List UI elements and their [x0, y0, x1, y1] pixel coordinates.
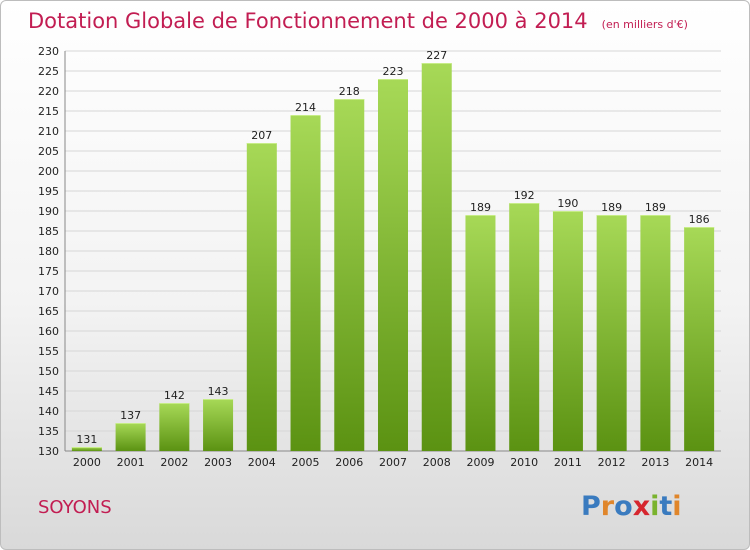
bar-2008: [421, 63, 452, 451]
bar-2004: [246, 143, 277, 451]
logo-letter: o: [614, 491, 633, 522]
bar-2011: [552, 211, 583, 451]
x-tick-label: 2008: [423, 456, 451, 469]
y-tick-label: 220: [38, 85, 59, 98]
value-label: 223: [383, 65, 404, 78]
bar-2014: [684, 227, 715, 451]
y-tick-label: 225: [38, 65, 59, 78]
logo-letter: r: [600, 491, 615, 522]
value-label: 227: [426, 49, 447, 62]
chart-title-text: Dotation Globale de Fonctionnement de 20…: [28, 9, 588, 33]
x-tick-label: 2000: [73, 456, 101, 469]
value-label: 131: [76, 433, 97, 446]
y-tick-label: 230: [38, 45, 59, 58]
logo-letter: t: [659, 491, 673, 522]
x-tick-label: 2010: [510, 456, 538, 469]
bar-2006: [334, 99, 365, 451]
logo-letter: i: [672, 491, 682, 522]
x-tick-label: 2002: [160, 456, 188, 469]
bar-2010: [509, 203, 540, 451]
logo-letter: x: [632, 491, 651, 522]
y-tick-label: 195: [38, 185, 59, 198]
x-tick-label: 2006: [335, 456, 363, 469]
y-tick-label: 150: [38, 365, 59, 378]
chart-title: Dotation Globale de Fonctionnement de 20…: [28, 9, 688, 33]
bar-2007: [378, 79, 408, 451]
y-tick-label: 145: [38, 385, 59, 398]
y-tick-label: 210: [38, 125, 59, 138]
bar-2003: [203, 399, 234, 451]
bar-2012: [596, 215, 627, 451]
x-tick-label: 2009: [466, 456, 494, 469]
value-label: 189: [601, 201, 622, 214]
x-tick-label: 2007: [379, 456, 407, 469]
value-label: 192: [514, 189, 535, 202]
y-tick-label: 170: [38, 285, 59, 298]
x-tick-label: 2014: [685, 456, 713, 469]
chart-subtitle: (en milliers d'€): [601, 18, 688, 31]
value-label: 143: [208, 385, 229, 398]
value-label: 214: [295, 101, 316, 114]
x-tick-label: 2003: [204, 456, 232, 469]
y-tick-label: 185: [38, 225, 59, 238]
value-label: 142: [164, 389, 185, 402]
value-label: 218: [339, 85, 360, 98]
bar-2013: [640, 215, 671, 451]
y-tick-label: 190: [38, 205, 59, 218]
x-tick-label: 2011: [554, 456, 582, 469]
value-label: 189: [470, 201, 491, 214]
x-tick-label: 2013: [641, 456, 669, 469]
value-label: 186: [689, 213, 710, 226]
logo-letter: i: [650, 491, 660, 522]
commune-name: SOYONS: [38, 497, 112, 518]
data-labels: 131 137 142 143 207 214 218 223 227 189 192 190 189 1…: [76, 49, 709, 446]
bar-2009: [465, 215, 496, 451]
axes: 1301351401451501551601651701751801851901…: [38, 45, 721, 469]
x-tick-label: 2005: [292, 456, 320, 469]
y-tick-label: 130: [38, 445, 59, 458]
y-tick-label: 140: [38, 405, 59, 418]
logo-letter: P: [581, 491, 601, 522]
x-tick-label: 2004: [248, 456, 276, 469]
y-tick-label: 165: [38, 305, 59, 318]
bars: [71, 63, 715, 451]
y-tick-label: 160: [38, 325, 59, 338]
bar-2001: [115, 423, 146, 451]
y-tick-label: 155: [38, 345, 59, 358]
value-label: 190: [557, 197, 578, 210]
y-tick-label: 180: [38, 245, 59, 258]
value-label: 207: [251, 129, 272, 142]
y-tick-label: 215: [38, 105, 59, 118]
proxiti-logo[interactable]: Proxiti: [581, 491, 682, 522]
bar-2002: [159, 403, 190, 451]
y-tick-label: 200: [38, 165, 59, 178]
x-tick-label: 2001: [117, 456, 145, 469]
value-label: 137: [120, 409, 141, 422]
y-tick-label: 175: [38, 265, 59, 278]
value-label: 189: [645, 201, 666, 214]
y-tick-label: 135: [38, 425, 59, 438]
x-tick-label: 2012: [598, 456, 626, 469]
bar-2005: [290, 115, 321, 451]
y-tick-label: 205: [38, 145, 59, 158]
bar-2000: [71, 447, 102, 451]
